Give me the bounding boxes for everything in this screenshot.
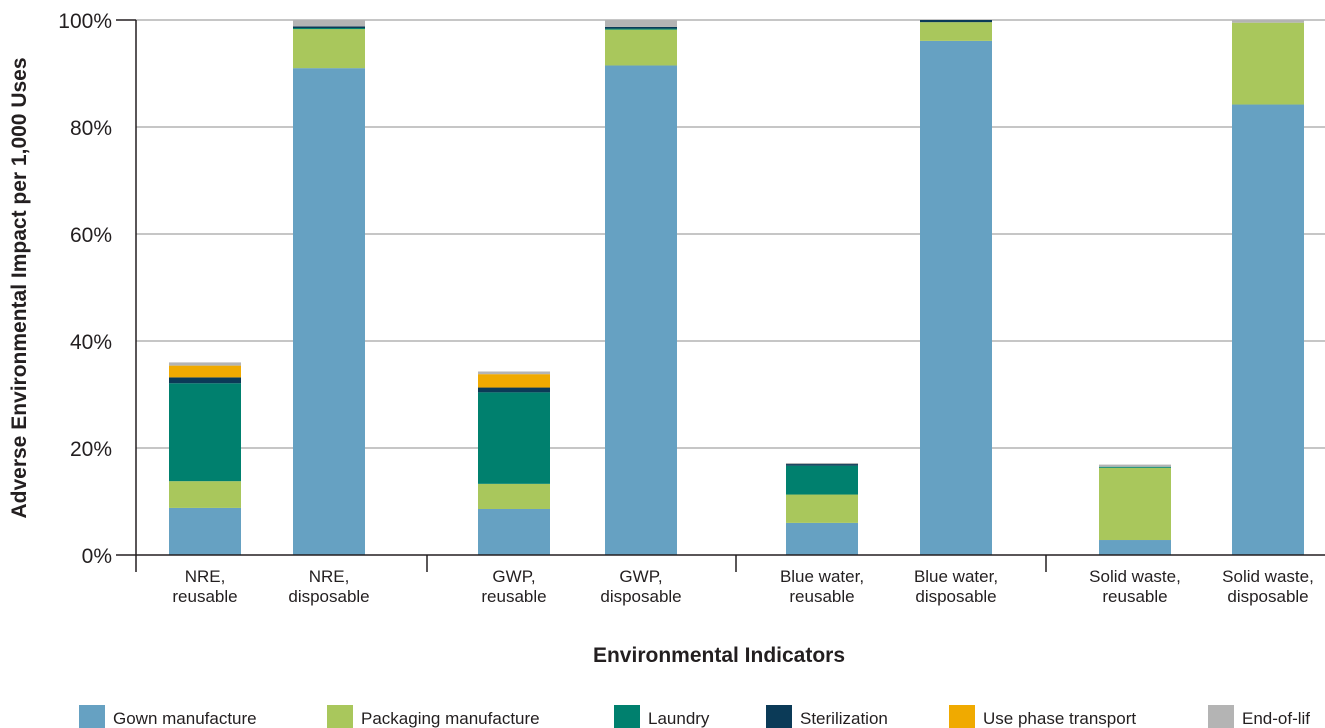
bar-segment (169, 507, 241, 555)
x-tick-label-line: reusable (481, 587, 546, 606)
x-axis-title: Environmental Indicators (593, 644, 845, 667)
bar-segment (786, 462, 858, 465)
y-tick-label: 20% (70, 438, 112, 461)
x-tick-label: NRE, reusable (172, 567, 237, 606)
legend-swatch (79, 705, 105, 728)
bar-segment (478, 508, 550, 555)
bar-segment (920, 40, 992, 556)
x-tick-label-line: Solid waste, (1222, 567, 1314, 586)
x-tick-label-line: NRE, (185, 567, 226, 586)
bar-segment (605, 65, 677, 555)
bar-segment (1099, 466, 1171, 468)
bar-segment (478, 387, 550, 393)
bar-segment (605, 20, 677, 27)
bar-segment (293, 20, 365, 27)
legend-swatch (766, 705, 792, 728)
bar-segment (920, 22, 992, 41)
x-tick-label-line: Solid waste, (1089, 567, 1181, 586)
y-tick-label: 40% (70, 331, 112, 354)
legend-swatch (327, 705, 353, 728)
x-tick-label-line: reusable (1102, 587, 1167, 606)
x-tick-label-line: reusable (172, 587, 237, 606)
legend-swatch (1208, 705, 1234, 728)
legend-label: Laundry (648, 709, 710, 728)
bar-segment (478, 374, 550, 388)
x-tick-label: Solid waste, reusable (1089, 567, 1181, 606)
x-tick-label-line: NRE, (309, 567, 350, 586)
bar-segment (605, 26, 677, 29)
x-tick-label-line: reusable (789, 587, 854, 606)
legend-swatch (614, 705, 640, 728)
legend-label: End-of-lif (1242, 709, 1310, 728)
bars (169, 20, 1304, 556)
bar-segment (293, 29, 365, 69)
bar-segment (169, 362, 241, 366)
x-tick-label-line: disposable (915, 587, 996, 606)
bar-segment (1099, 467, 1171, 541)
legend-label: Packaging manufacture (361, 709, 540, 728)
bar-segment (169, 365, 241, 378)
y-tick-label: 80% (70, 117, 112, 140)
bar-segment (169, 383, 241, 482)
x-tick-label: Blue water, disposable (914, 567, 998, 606)
x-tick-label-line: GWP, (619, 567, 662, 586)
legend-label: Sterilization (800, 709, 888, 728)
x-tick-label-line: GWP, (492, 567, 535, 586)
bar-segment (169, 481, 241, 508)
x-tick-label: NRE, disposable (288, 567, 369, 606)
x-tick-label-line: Blue water, (780, 567, 864, 586)
bar-segment (786, 465, 858, 495)
y-tick-label: 0% (82, 545, 112, 568)
bar-segment (169, 377, 241, 384)
bar-segment (786, 522, 858, 555)
y-tick-label: 60% (70, 224, 112, 247)
bar-segment (605, 28, 677, 30)
bar-segment (293, 28, 365, 30)
bar-segment (786, 464, 858, 466)
legend-label: Gown manufacture (113, 709, 257, 728)
x-tick-label: GWP, disposable (600, 567, 681, 606)
x-tick-label: Blue water, reusable (780, 567, 864, 606)
bar-segment (605, 29, 677, 66)
bar-segment (293, 26, 365, 29)
legend-swatch (949, 705, 975, 728)
bar-segment (478, 483, 550, 509)
x-tick-label-line: disposable (1227, 587, 1308, 606)
bar-segment (1099, 464, 1171, 467)
legend: Gown manufacture Packaging manufacture Lau… (79, 705, 1310, 728)
x-tick-label: Solid waste, disposable (1222, 567, 1314, 606)
x-tick-label-line: disposable (288, 587, 369, 606)
bar-segment (478, 392, 550, 484)
bar-segment (920, 20, 992, 23)
bar-segment (478, 371, 550, 375)
x-tick-label-line: Blue water, (914, 567, 998, 586)
bar-segment (1232, 20, 1304, 23)
x-tick-label-line: disposable (600, 587, 681, 606)
bar-segment (293, 68, 365, 556)
bar-segment (786, 494, 858, 523)
bar-segment (1099, 540, 1171, 555)
legend-label: Use phase transport (983, 709, 1136, 728)
bar-segment (1232, 22, 1304, 105)
x-tick-label: GWP, reusable (481, 567, 546, 606)
bar-segment (1232, 104, 1304, 555)
y-tick-label: 100% (58, 10, 112, 33)
y-axis-title: Adverse Environmental Impact per 1,000 U… (8, 57, 31, 518)
